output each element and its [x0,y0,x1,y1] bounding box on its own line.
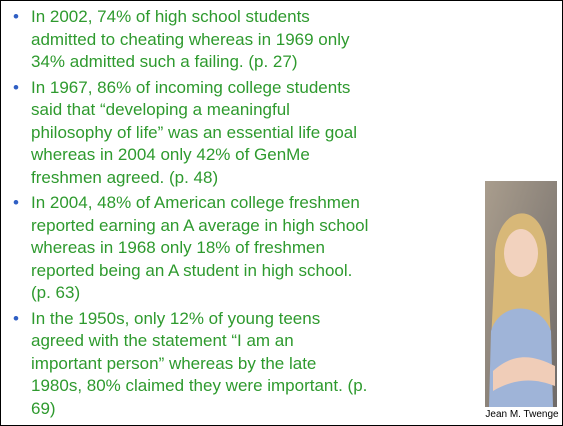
bullet-line: In 1967, 86% of incoming college student… [31,77,481,100]
bullet: In the 1950s, only 12% of young teensagr… [11,308,481,421]
photo-caption: Jean M. Twenge [483,409,561,420]
bullet-line: reported being an A student in high scho… [31,260,481,283]
bullet-line: In the 1950s, only 12% of young teens [31,308,481,331]
bullet-line: said that “developing a meaningful [31,99,481,122]
bullet: In 1967, 86% of incoming college student… [11,77,481,190]
bullet-line: important person” whereas by the late [31,353,481,376]
bullet-line: In 2004, 48% of American college freshme… [31,192,481,215]
bullet-line: whereas in 2004 only 42% of GenMe [31,144,481,167]
bullet-line: whereas in 1968 only 18% of freshmen [31,237,481,260]
slide: In 2002, 74% of high school studentsadmi… [0,0,563,426]
bullet-line: admitted to cheating whereas in 1969 onl… [31,29,481,52]
bullet-line: 34% admitted such a failing. (p. 27) [31,51,481,74]
bullet-line: reported earning an A average in high sc… [31,215,481,238]
bullet-line: In 2002, 74% of high school students [31,6,481,29]
bullet-line: 1980s, 80% claimed they were important. … [31,375,481,398]
bullet-line: freshmen agreed. (p. 48) [31,167,481,190]
bullet-line: philosophy of life” was an essential lif… [31,122,481,145]
page: In 2002, 74% of high school studentsadmi… [0,0,563,426]
bullet-line: agreed with the statement “I am an [31,330,481,353]
photo [485,181,557,407]
bullet: In 2004, 48% of American college freshme… [11,192,481,305]
bullet: In 2002, 74% of high school studentsadmi… [11,6,481,74]
bullet-list: In 2002, 74% of high school studentsadmi… [11,6,481,423]
bullet-line: (p. 63) [31,282,481,305]
bullet-line: 69) [31,398,481,421]
